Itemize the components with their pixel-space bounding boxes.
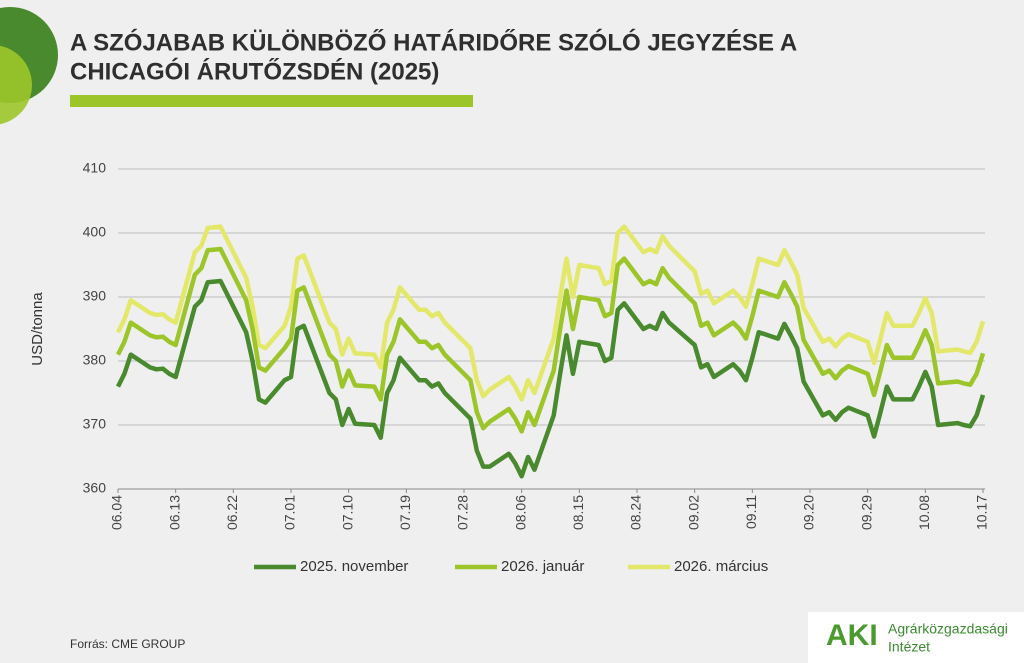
y-tick-label: 390 [83, 288, 107, 304]
y-tick-label: 370 [83, 416, 107, 432]
x-tick-label: 09.29 [858, 495, 874, 530]
x-tick-label: 08.06 [512, 495, 528, 530]
x-tick-label: 08.24 [628, 495, 644, 530]
legend-label: 2026. március [674, 558, 768, 575]
y-axis-label: USD/tonna [29, 292, 46, 366]
series-line [115, 278, 986, 479]
legend-label: 2026. január [501, 558, 584, 575]
x-tick-label: 10.17 [974, 495, 990, 530]
logo: AKI Agrárközgazdasági Intézet [808, 612, 1024, 663]
y-tick-label: 400 [83, 224, 107, 240]
legend-label: 2025. november [300, 558, 408, 575]
series-line [115, 224, 986, 402]
logo-box [808, 612, 1024, 663]
logo-name: Intézet [888, 639, 930, 655]
x-tick-label: 07.28 [455, 495, 471, 530]
y-tick-label: 410 [83, 160, 107, 176]
chart-title: A SZÓJABAB KÜLÖNBÖZŐ HATÁRIDŐRE SZÓLÓ JE… [70, 28, 797, 56]
source: Forrás: CME GROUP [70, 637, 185, 651]
logo-mark: AKI [826, 619, 878, 652]
x-tick-label: 07.19 [397, 495, 413, 530]
x-tick-label: 07.01 [282, 495, 298, 530]
title-underline [70, 95, 473, 107]
x-tick-label: 09.11 [743, 495, 759, 529]
x-tick-label: 06.22 [224, 495, 240, 530]
x-tick-label: 07.10 [339, 495, 355, 530]
x-tick-label: 09.02 [685, 495, 701, 530]
x-tick-label: 10.08 [916, 495, 932, 530]
chart-title: CHICAGÓI ÁRUTŐZSDÉN (2025) [70, 57, 439, 85]
decor-circle [0, 45, 32, 125]
y-tick-label: 380 [83, 352, 107, 368]
x-tick-label: 08.15 [570, 495, 586, 530]
x-tick-label: 06.04 [109, 495, 125, 530]
y-tick-label: 360 [83, 480, 107, 496]
series-line [115, 246, 986, 434]
x-tick-label: 09.20 [801, 495, 817, 530]
logo-name: Agrárközgazdasági [888, 621, 1008, 637]
x-tick-label: 06.13 [166, 495, 182, 530]
